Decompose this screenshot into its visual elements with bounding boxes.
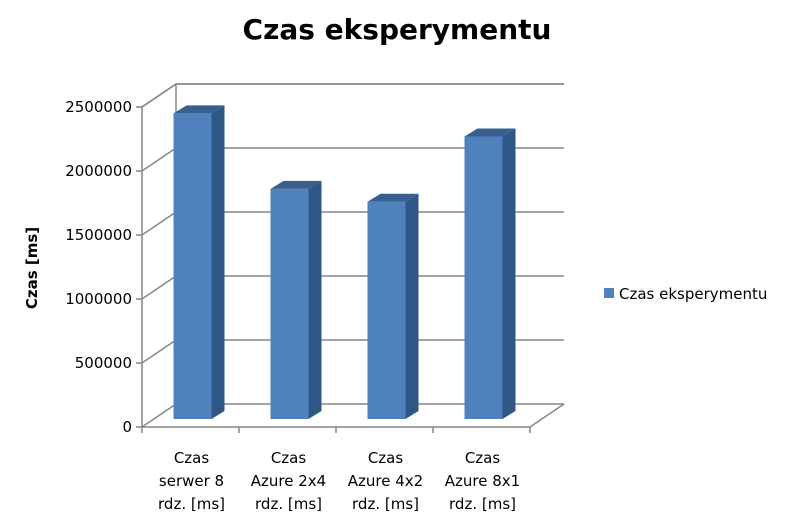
x-category-label: Czas Azure 2x4 rdz. [ms]	[251, 449, 326, 513]
y-tick-label: 1500000	[65, 226, 132, 244]
bar-top	[367, 193, 419, 202]
x-category-label: Czas Azure 8x1 rdz. [ms]	[445, 449, 520, 513]
bar-top	[173, 105, 225, 114]
bar	[173, 105, 225, 420]
bars	[173, 105, 516, 420]
bar-side	[405, 193, 419, 419]
y-axis-ticks: 0 500000 1000000 1500000 2000000 2500000	[65, 98, 142, 436]
x-axis-categories: Czas serwer 8 rdz. [ms] Czas Azure 2x4 rdz. […	[141, 427, 531, 513]
bar-top	[270, 180, 322, 189]
y-tick-label: 0	[122, 418, 132, 436]
bar	[367, 193, 419, 419]
legend: Czas eksperymentu	[604, 285, 767, 303]
x-category-label: Czas serwer 8 rdz. [ms]	[158, 449, 225, 513]
back-wall-top	[141, 83, 564, 108]
bar-top	[464, 128, 516, 137]
bar-front	[173, 113, 212, 420]
legend-swatch	[604, 288, 614, 298]
legend-label: Czas eksperymentu	[619, 285, 767, 303]
bar-side	[211, 105, 225, 420]
y-tick-label: 500000	[75, 354, 132, 372]
bar	[464, 128, 516, 419]
y-axis-label: Czas [ms]	[23, 227, 41, 309]
y-tick-label: 2000000	[65, 162, 132, 180]
y-tick-label: 1000000	[65, 290, 132, 308]
bar	[270, 180, 322, 419]
y-tick-label: 2500000	[65, 98, 132, 116]
x-category-label: Czas Azure 4x2 rdz. [ms]	[348, 449, 423, 513]
bar-front	[464, 136, 503, 419]
bar-side	[502, 128, 516, 419]
bar-front	[367, 201, 406, 419]
bar-front	[270, 188, 309, 419]
chart-title: Czas eksperymentu	[243, 13, 552, 46]
bar-side	[308, 180, 322, 419]
gridline	[141, 83, 564, 108]
